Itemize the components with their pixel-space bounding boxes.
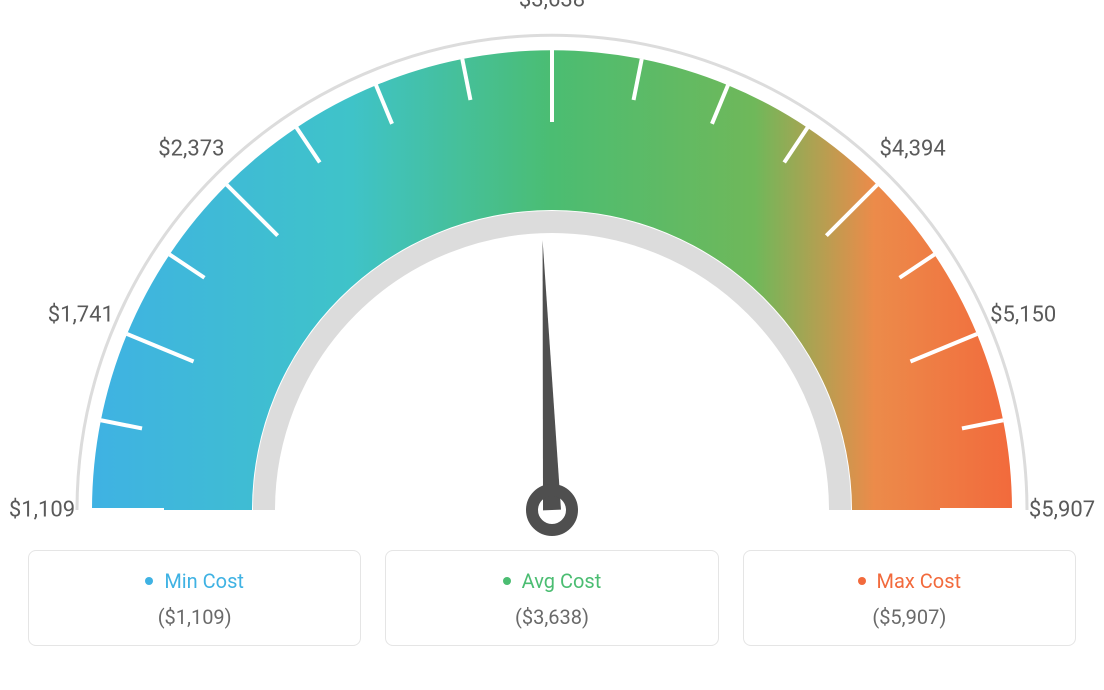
- dot-icon: [858, 577, 866, 585]
- gauge-tick-label: $3,638: [519, 0, 585, 13]
- legend-value-avg: ($3,638): [398, 605, 705, 629]
- legend-title-min: Min Cost: [41, 569, 348, 593]
- legend-card-min: Min Cost ($1,109): [28, 550, 361, 646]
- legend-card-avg: Avg Cost ($3,638): [385, 550, 718, 646]
- legend-label-max: Max Cost: [877, 569, 962, 593]
- dot-icon: [503, 577, 511, 585]
- dot-icon: [145, 577, 153, 585]
- legend-value-max: ($5,907): [756, 605, 1063, 629]
- gauge-tick-label: $1,109: [9, 498, 75, 523]
- gauge-tick-label: $5,907: [1029, 498, 1095, 523]
- gauge-svg: [0, 0, 1104, 560]
- legend-title-avg: Avg Cost: [398, 569, 705, 593]
- legend-label-avg: Avg Cost: [522, 569, 602, 593]
- legend-row: Min Cost ($1,109) Avg Cost ($3,638) Max …: [0, 550, 1104, 646]
- legend-value-min: ($1,109): [41, 605, 348, 629]
- gauge-tick-label: $1,741: [48, 302, 114, 327]
- legend-card-max: Max Cost ($5,907): [743, 550, 1076, 646]
- gauge-tick-label: $5,150: [990, 302, 1056, 327]
- legend-title-max: Max Cost: [756, 569, 1063, 593]
- gauge-tick-label: $2,373: [158, 137, 224, 162]
- cost-gauge: $1,109 $1,741 $2,373 $3,638 $4,394 $5,150 $5,9…: [0, 0, 1104, 560]
- gauge-tick-label: $4,394: [880, 137, 946, 162]
- legend-label-min: Min Cost: [164, 569, 244, 593]
